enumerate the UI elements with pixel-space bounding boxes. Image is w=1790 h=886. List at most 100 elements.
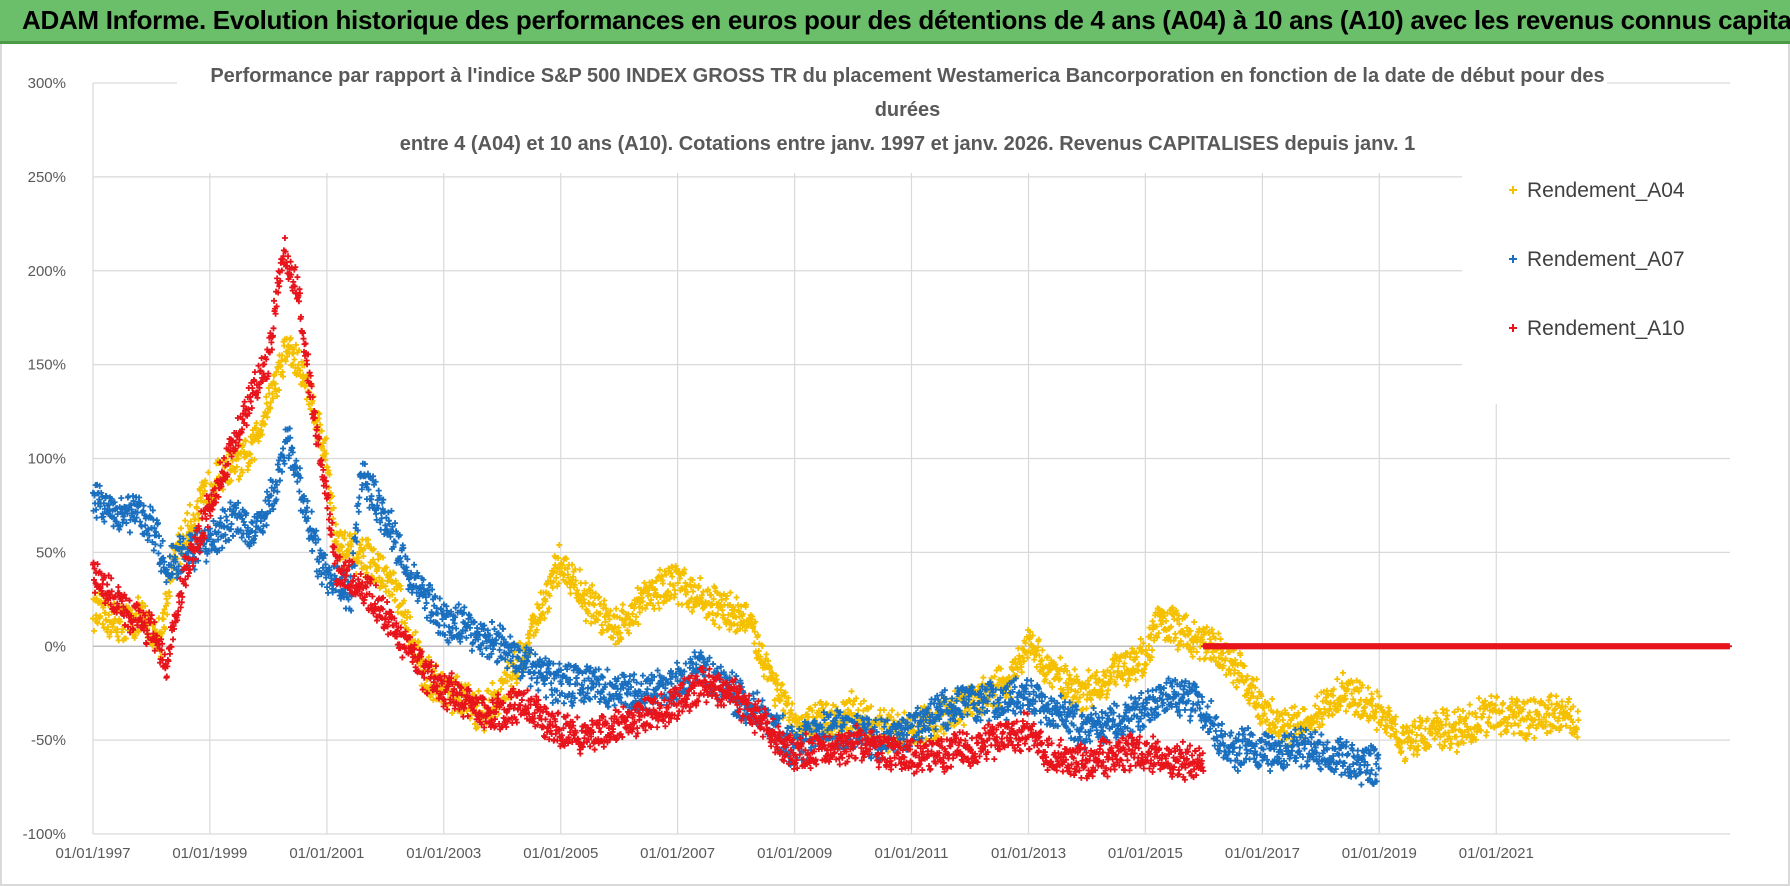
data-point — [1037, 658, 1044, 665]
data-point — [570, 573, 577, 580]
data-point — [534, 601, 541, 608]
data-point — [166, 593, 173, 600]
data-point — [674, 659, 681, 666]
data-point — [1191, 619, 1198, 626]
y-tick-label: -50% — [31, 732, 66, 749]
data-point — [363, 564, 370, 571]
data-point — [299, 379, 306, 386]
data-point — [631, 605, 638, 612]
data-point — [182, 517, 189, 524]
data-point — [267, 405, 274, 412]
data-point — [233, 463, 240, 470]
y-tick-label: 50% — [36, 544, 66, 561]
data-point — [318, 427, 325, 434]
data-point — [228, 520, 235, 527]
data-point — [223, 517, 230, 524]
data-point — [589, 582, 596, 589]
x-tick-label: 01/01/2003 — [406, 845, 481, 862]
data-point — [573, 674, 580, 681]
data-point — [472, 720, 479, 727]
data-point — [651, 605, 658, 612]
data-point — [706, 611, 713, 618]
data-point — [539, 610, 546, 617]
data-point — [135, 628, 142, 635]
data-point — [553, 568, 560, 575]
data-point — [338, 544, 345, 551]
data-point — [412, 629, 419, 636]
data-point — [654, 592, 661, 599]
data-point — [297, 367, 304, 374]
report-banner: ADAM Informe. Evolution historique des p… — [0, 0, 1790, 44]
data-point — [135, 594, 142, 601]
data-point — [689, 576, 696, 583]
chart-frame: 300% 250% 200% 150% 100% 50% 0% -50% -100% 01/01/… — [0, 44, 1790, 886]
data-point — [273, 369, 280, 376]
data-point — [344, 552, 351, 559]
data-point — [672, 591, 679, 598]
data-point — [602, 618, 609, 625]
data-point — [1083, 705, 1090, 712]
data-point — [1092, 710, 1099, 717]
data-point — [643, 601, 650, 608]
data-point — [690, 604, 697, 611]
data-point — [97, 613, 104, 620]
data-point — [539, 601, 546, 608]
data-point — [848, 688, 855, 695]
data-point — [463, 708, 470, 715]
data-point — [1149, 618, 1156, 625]
data-point — [242, 437, 249, 444]
data-point — [382, 583, 389, 590]
data-point — [1498, 731, 1505, 738]
data-point — [590, 612, 597, 619]
data-point — [134, 627, 141, 634]
data-point — [689, 608, 696, 615]
data-point — [230, 532, 237, 539]
data-point — [1368, 690, 1375, 697]
data-point — [1071, 666, 1078, 673]
data-point — [1553, 693, 1560, 700]
data-point — [425, 654, 432, 661]
data-point — [118, 629, 125, 636]
data-point — [375, 564, 382, 571]
data-point — [375, 487, 382, 494]
data-point — [1253, 676, 1260, 683]
data-point — [601, 597, 608, 604]
data-point — [629, 611, 636, 618]
data-point — [203, 558, 210, 565]
data-point — [641, 579, 648, 586]
data-point — [383, 564, 390, 571]
data-point — [670, 582, 677, 589]
data-point — [1566, 695, 1573, 702]
data-point — [454, 673, 461, 680]
data-point — [1443, 716, 1450, 723]
data-point — [205, 469, 212, 476]
data-point — [151, 626, 158, 633]
data-point — [654, 574, 661, 581]
data-point — [265, 385, 272, 391]
data-point — [258, 427, 265, 434]
data-point — [550, 569, 557, 576]
data-point — [324, 464, 331, 471]
data-point — [1215, 630, 1222, 637]
scatter-chart: 300%250%200%150%100%50%0%-50%-100%01/01/… — [23, 58, 1733, 862]
data-point — [589, 589, 596, 596]
data-point — [576, 566, 583, 573]
data-point — [289, 361, 296, 368]
data-point — [636, 603, 643, 610]
data-point — [330, 504, 337, 511]
data-point — [553, 574, 560, 581]
data-point — [94, 620, 101, 627]
x-tick-label: 01/01/2009 — [757, 845, 832, 862]
data-point — [347, 531, 354, 538]
data-point — [550, 578, 557, 585]
data-point — [114, 633, 121, 640]
data-point — [370, 556, 377, 563]
data-point — [361, 545, 368, 552]
data-point — [682, 579, 689, 586]
data-point — [591, 602, 598, 609]
data-point — [449, 710, 456, 717]
data-point — [625, 630, 632, 637]
data-point — [513, 680, 520, 687]
data-point — [583, 590, 590, 597]
data-point — [202, 480, 209, 487]
